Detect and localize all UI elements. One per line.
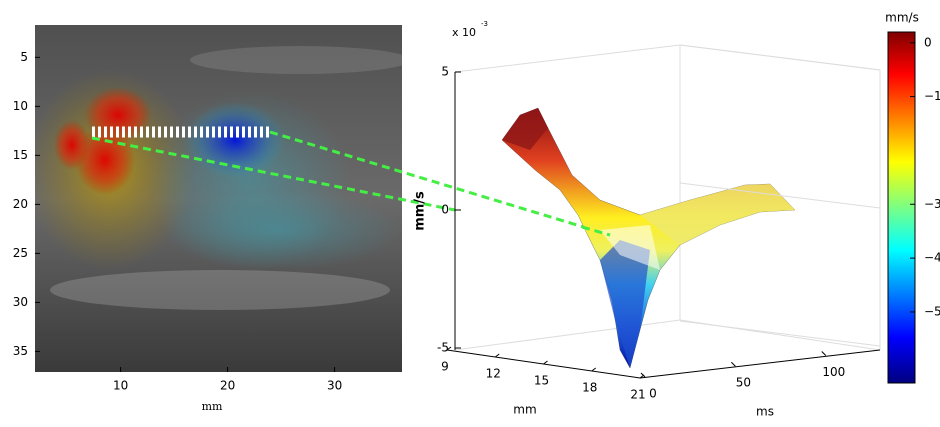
x-tick-label: 18: [582, 381, 597, 395]
colorbar-tick-label: −4: [924, 251, 940, 265]
x-tick-label: 10: [113, 379, 128, 393]
scale-exponent: -3: [481, 20, 488, 28]
x-tick: [494, 353, 500, 358]
x-axis-label: mm: [513, 403, 536, 417]
x-tick: [446, 346, 452, 351]
x-tick-label: 9: [441, 360, 449, 374]
y-axis-label: ms: [756, 405, 774, 419]
colorbar-unit: mm/s: [885, 11, 919, 25]
connector: [91, 136, 456, 212]
y-tick-label: 10: [13, 99, 28, 113]
surface: [501, 107, 796, 369]
x-tick-label: 12: [486, 367, 501, 381]
y-tick-label: 0: [649, 387, 657, 401]
connector: [581, 225, 611, 237]
x-tick: [543, 360, 548, 365]
colorbar: [887, 31, 916, 384]
colorbar-tick-label: −3: [924, 197, 940, 211]
y-tick-label: 25: [13, 246, 28, 260]
y-tick-label: 15: [13, 148, 28, 162]
grid-line: [679, 320, 881, 347]
x-tick: [591, 367, 597, 372]
x-tick-label: 30: [327, 379, 342, 393]
y-tick: [731, 361, 736, 367]
x-axis-label: mm: [202, 400, 223, 413]
grid-line: [679, 44, 881, 71]
y-tick-label: 5: [20, 50, 28, 64]
y-tick-label: 50: [736, 376, 751, 390]
x-tick-label: 15: [534, 374, 549, 388]
z-tick-label: 0: [441, 203, 449, 217]
z-tick-label: 5: [441, 65, 449, 79]
y-tick-label: 20: [13, 197, 28, 211]
grid-line: [679, 182, 881, 209]
y-tick: [821, 351, 827, 356]
colorbar-tick-label: −5: [924, 304, 940, 318]
y-tick-label: 35: [13, 344, 28, 358]
y-tick-label: 30: [13, 295, 28, 309]
scale-label: x 10: [452, 26, 476, 39]
connector: [269, 130, 611, 237]
colorbar-tick-label: −1: [924, 89, 940, 103]
z-tick-label: -5: [437, 341, 449, 355]
y-tick: [640, 372, 646, 378]
colorbar-tick-label: 0: [924, 35, 932, 49]
y-tick-label: 100: [822, 365, 845, 379]
x-tick-label: 20: [220, 379, 235, 393]
x-tick-label: 21: [630, 388, 645, 402]
z-axis-label: mm/s: [413, 191, 428, 231]
ultrasound-image: [35, 25, 402, 372]
